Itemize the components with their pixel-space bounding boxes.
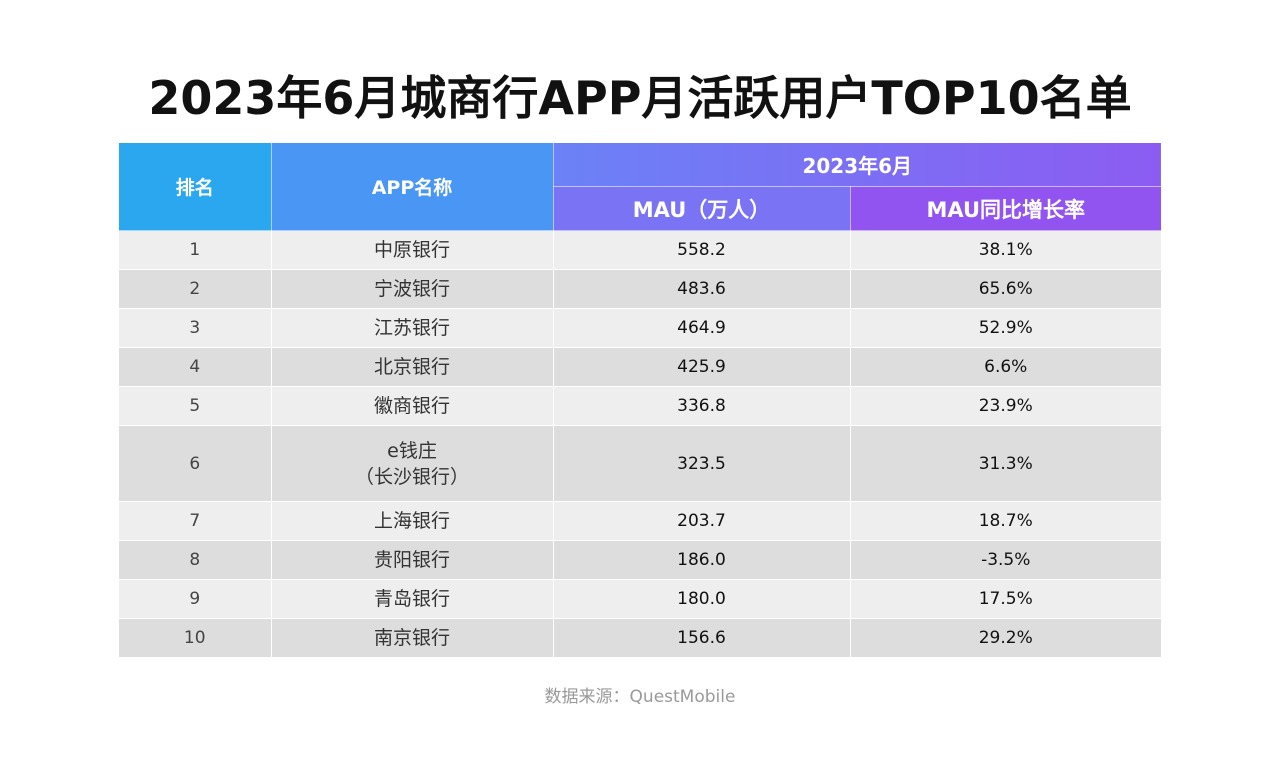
header-rank: 排名 <box>119 143 272 231</box>
rank-cell: 10 <box>119 618 272 658</box>
mau-cell: 203.7 <box>553 501 851 541</box>
table-row: 7 上海银行 203.7 18.7% <box>119 501 1161 541</box>
rank-cell: 8 <box>119 540 272 580</box>
rank-cell: 3 <box>119 308 272 348</box>
rank-cell: 5 <box>119 386 272 426</box>
ranking-table: 排名 APP名称 2023年6月 MAU（万人） MAU同比增长率 1 中原银行 5… <box>119 143 1161 658</box>
app-name-cell: 上海银行 <box>271 501 554 541</box>
mau-cell: 323.5 <box>553 425 851 502</box>
table-row: 5 徽商银行 336.8 23.9% <box>119 386 1161 426</box>
table-row: 9 青岛银行 180.0 17.5% <box>119 579 1161 619</box>
data-source: 数据来源：QuestMobile <box>544 687 736 707</box>
app-name: 青岛银行 <box>373 588 450 610</box>
app-name: 江苏银行 <box>373 317 450 339</box>
table-row: 2 宁波银行 483.6 65.6% <box>119 269 1161 309</box>
mau-cell: 483.6 <box>553 269 851 309</box>
app-name-cell: 宁波银行 <box>271 269 554 309</box>
yoy-cell: 17.5% <box>850 579 1161 619</box>
yoy-cell: 31.3% <box>850 425 1161 502</box>
app-name: 北京银行 <box>373 356 450 378</box>
mau-cell: 156.6 <box>553 618 851 658</box>
yoy-cell: 52.9% <box>850 308 1161 348</box>
app-name: 中原银行 <box>373 239 450 261</box>
rank-cell: 7 <box>119 501 272 541</box>
table-row: 4 北京银行 425.9 6.6% <box>119 347 1161 387</box>
rank-cell: 9 <box>119 579 272 619</box>
table-row: 10 南京银行 156.6 29.2% <box>119 618 1161 658</box>
rank-cell: 1 <box>119 230 272 270</box>
app-name-cell: 南京银行 <box>271 618 554 658</box>
mau-cell: 180.0 <box>553 579 851 619</box>
table-header: 排名 APP名称 2023年6月 MAU（万人） MAU同比增长率 <box>119 143 1161 231</box>
table-row: 1 中原银行 558.2 38.1% <box>119 230 1161 270</box>
header-yoy: MAU同比增长率 <box>850 186 1161 231</box>
yoy-cell: 29.2% <box>850 618 1161 658</box>
rank-cell: 6 <box>119 425 272 502</box>
app-name: 徽商银行 <box>373 395 450 417</box>
app-name-cell: 中原银行 <box>271 230 554 270</box>
yoy-cell: 18.7% <box>850 501 1161 541</box>
table-row: 8 贵阳银行 186.0 -3.5% <box>119 540 1161 580</box>
app-name: 南京银行 <box>373 627 450 649</box>
yoy-cell: -3.5% <box>850 540 1161 580</box>
app-name-cell: 江苏银行 <box>271 308 554 348</box>
mau-cell: 425.9 <box>553 347 851 387</box>
mau-cell: 336.8 <box>553 386 851 426</box>
app-name: e钱庄 <box>387 439 437 462</box>
mau-cell: 186.0 <box>553 540 851 580</box>
header-period: 2023年6月 <box>553 143 1161 187</box>
mau-cell: 464.9 <box>553 308 851 348</box>
yoy-cell: 6.6% <box>850 347 1161 387</box>
yoy-cell: 38.1% <box>850 230 1161 270</box>
app-name-note: （长沙银行） <box>354 465 469 488</box>
app-name-cell: e钱庄 （长沙银行） <box>271 425 554 502</box>
app-name-cell: 北京银行 <box>271 347 554 387</box>
table-row: 3 江苏银行 464.9 52.9% <box>119 308 1161 348</box>
yoy-cell: 65.6% <box>850 269 1161 309</box>
table-body: 1 中原银行 558.2 38.1% 2 宁波银行 483.6 65.6% 3 江苏银行 464.9… <box>119 230 1161 658</box>
rank-cell: 4 <box>119 347 272 387</box>
mau-cell: 558.2 <box>553 230 851 270</box>
rank-cell: 2 <box>119 269 272 309</box>
app-name: 贵阳银行 <box>373 549 450 571</box>
app-name-cell: 徽商银行 <box>271 386 554 426</box>
header-mau: MAU（万人） <box>553 186 851 231</box>
app-name: 宁波银行 <box>373 278 450 300</box>
yoy-cell: 23.9% <box>850 386 1161 426</box>
page-title: 2023年6月城商行APP月活跃用户TOP10名单 <box>148 71 1132 125</box>
app-name: 上海银行 <box>373 510 450 532</box>
app-name-cell: 贵阳银行 <box>271 540 554 580</box>
header-app-name: APP名称 <box>271 143 554 231</box>
app-name-cell: 青岛银行 <box>271 579 554 619</box>
table-row: 6 e钱庄 （长沙银行） 323.5 31.3% <box>119 425 1161 502</box>
